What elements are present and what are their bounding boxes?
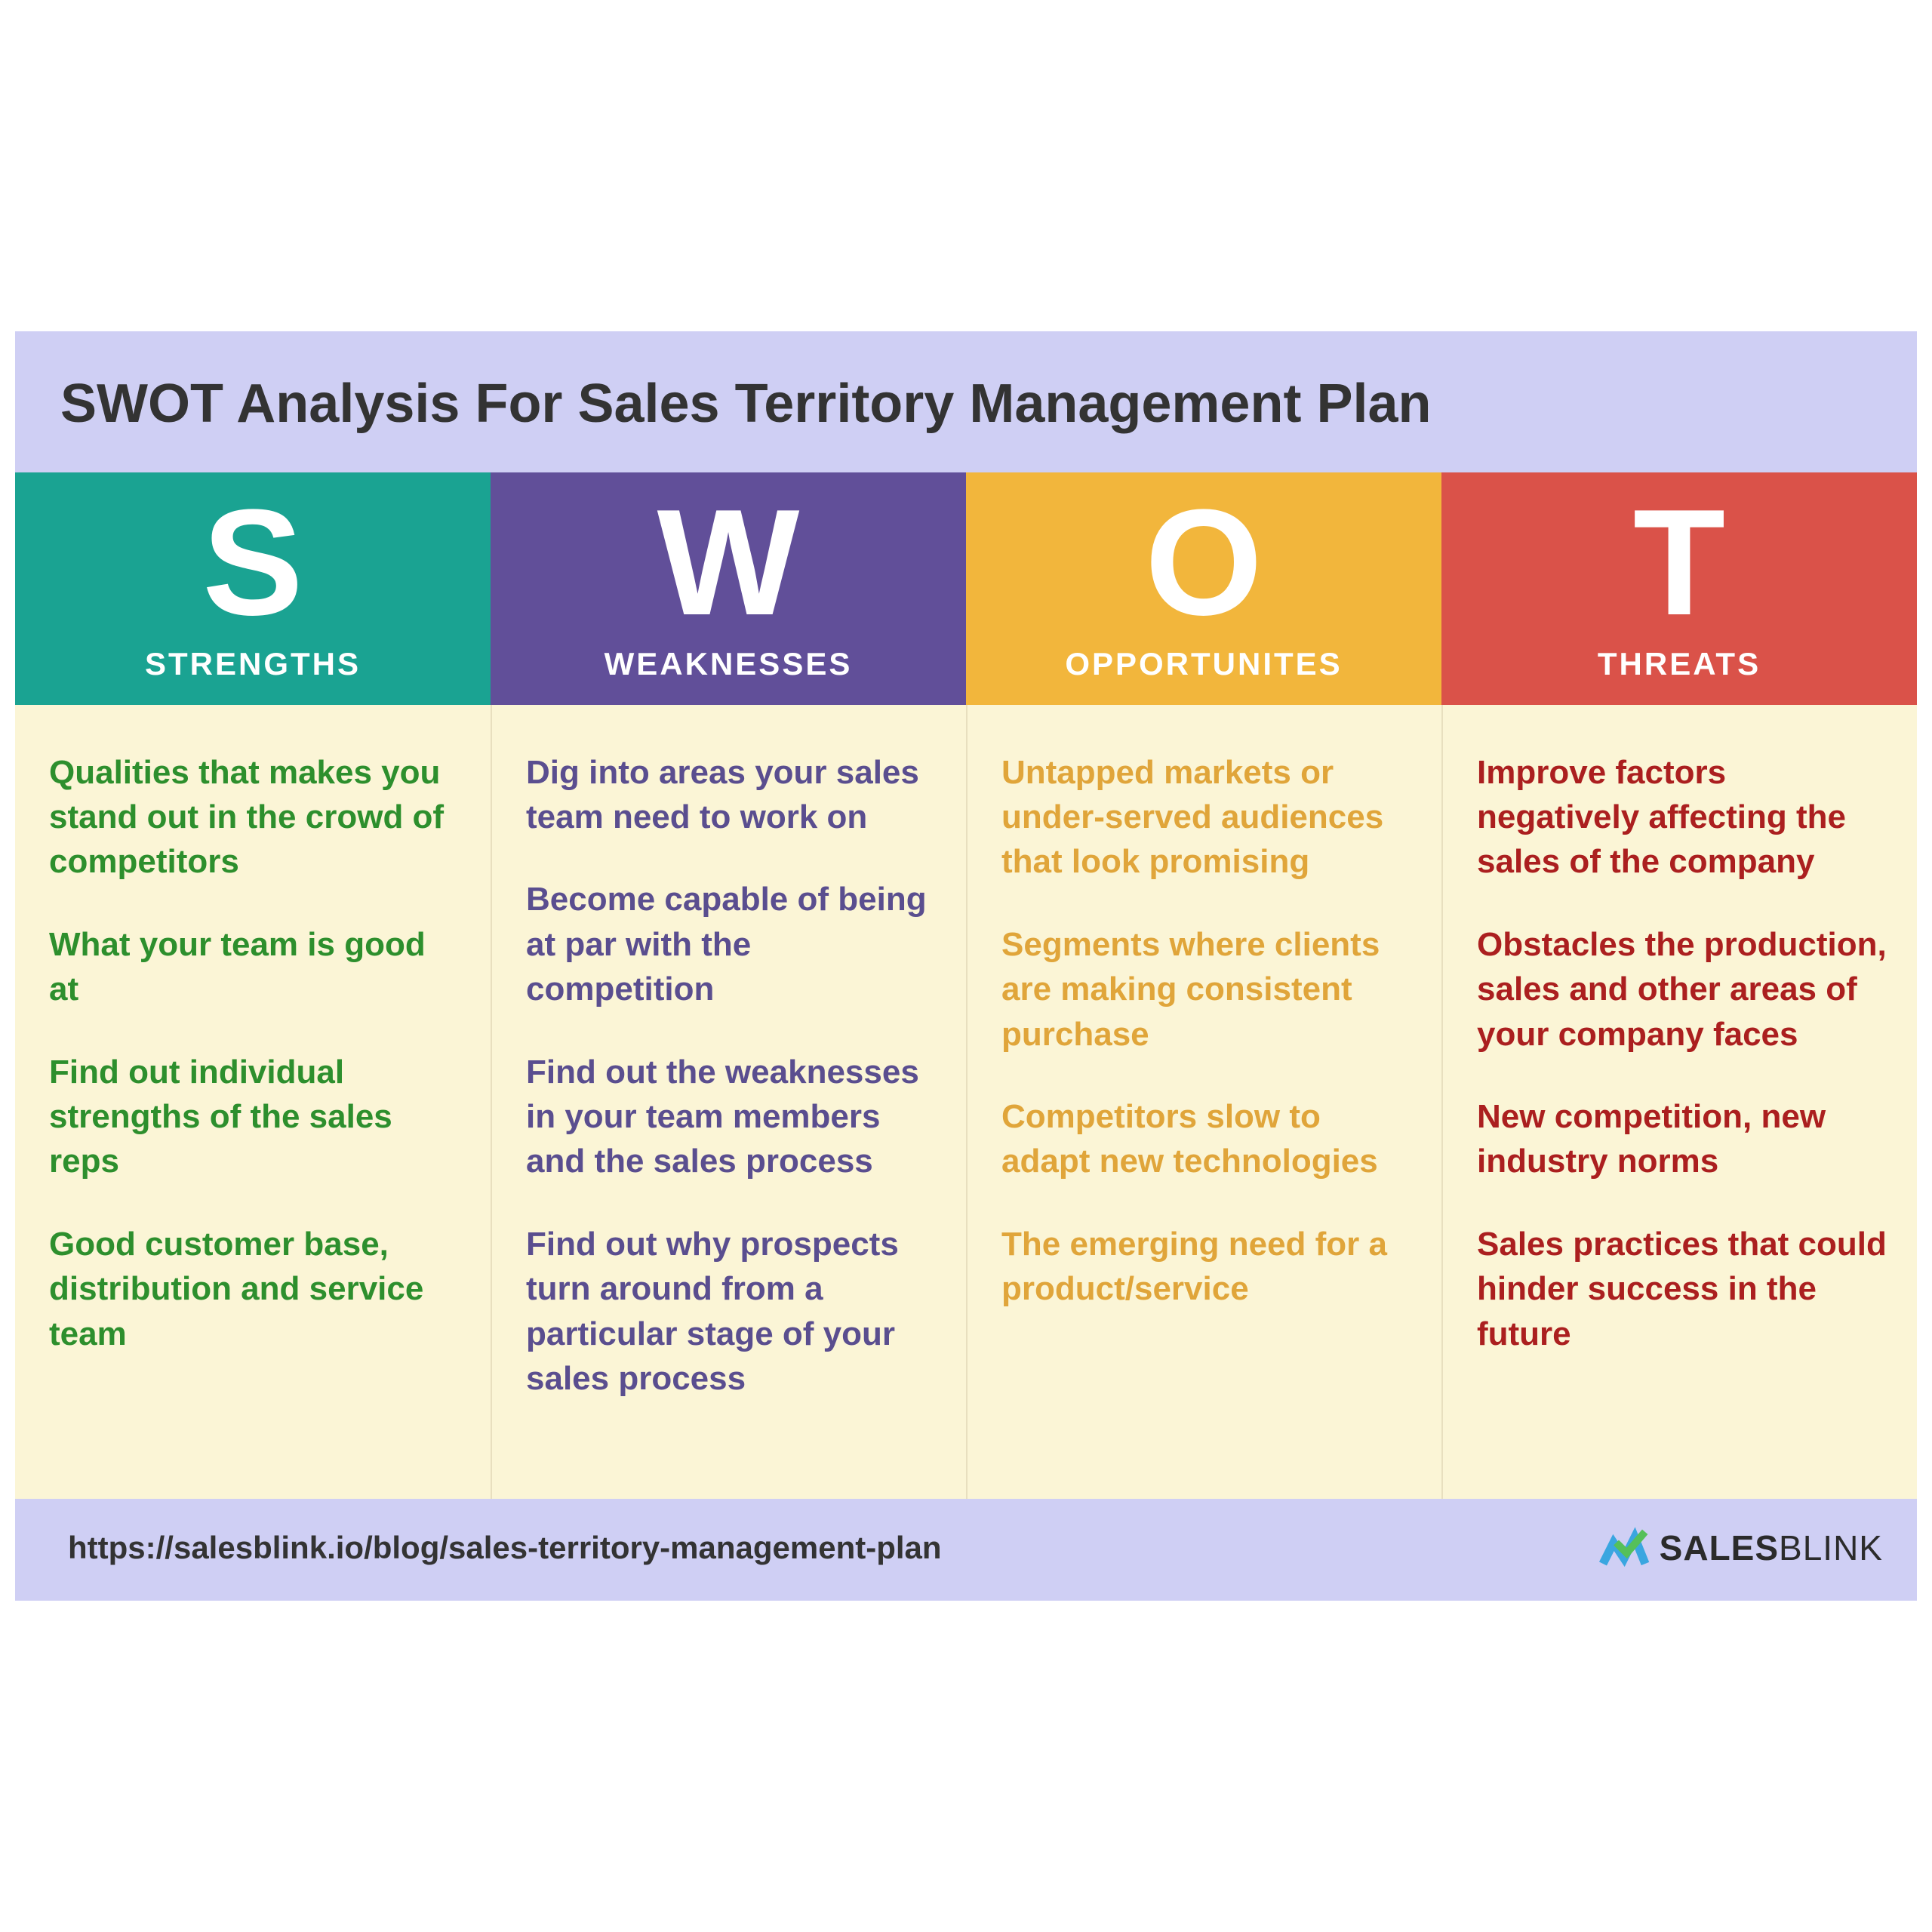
body-threats: Improve factors negatively affecting the… (1441, 705, 1917, 1500)
header-threats: T THREATS (1441, 472, 1917, 705)
point: Dig into areas your sales team need to w… (526, 750, 937, 840)
letter-o: O (974, 488, 1434, 638)
col-strengths: S STRENGTHS Qualities that makes you sta… (15, 472, 491, 1500)
header-strengths: S STRENGTHS (15, 472, 491, 705)
point: The emerging need for a product/service (1001, 1222, 1413, 1312)
point: Improve factors negatively affecting the… (1477, 750, 1888, 884)
point: Qualities that makes you stand out in th… (49, 750, 462, 884)
point: Untapped markets or under-served audienc… (1001, 750, 1413, 884)
point: Competitors slow to adapt new technologi… (1001, 1094, 1413, 1184)
salesblink-icon (1598, 1521, 1651, 1574)
body-strengths: Qualities that makes you stand out in th… (15, 705, 491, 1500)
source-url: https://salesblink.io/blog/sales-territo… (68, 1530, 942, 1566)
header-opportunities: O OPPORTUNITES (966, 472, 1441, 705)
point: New competition, new industry norms (1477, 1094, 1888, 1184)
letter-w: W (498, 488, 958, 638)
label-weaknesses: WEAKNESSES (498, 646, 958, 682)
swot-infographic: SWOT Analysis For Sales Territory Manage… (15, 331, 1917, 1601)
letter-s: S (23, 488, 483, 638)
col-weaknesses: W WEAKNESSES Dig into areas your sales t… (491, 472, 966, 1500)
brand-light: BLINK (1779, 1528, 1883, 1567)
brand-text: SALESBLINK (1660, 1527, 1883, 1568)
col-opportunities: O OPPORTUNITES Untapped markets or under… (966, 472, 1441, 1500)
col-threats: T THREATS Improve factors negatively aff… (1441, 472, 1917, 1500)
point: Segments where clients are making consis… (1001, 922, 1413, 1057)
brand-bold: SALES (1660, 1528, 1779, 1567)
swot-grid: S STRENGTHS Qualities that makes you sta… (15, 472, 1917, 1500)
point: Good customer base, distribution and ser… (49, 1222, 462, 1356)
letter-t: T (1449, 488, 1909, 638)
page-title: SWOT Analysis For Sales Territory Manage… (60, 373, 1887, 435)
footer: https://salesblink.io/blog/sales-territo… (15, 1499, 1917, 1601)
point: Obstacles the production, sales and othe… (1477, 922, 1888, 1057)
point: Find out the weaknesses in your team mem… (526, 1050, 937, 1184)
header-weaknesses: W WEAKNESSES (491, 472, 966, 705)
brand-logo: SALESBLINK (1598, 1521, 1883, 1574)
point: Find out why prospects turn around from … (526, 1222, 937, 1401)
body-weaknesses: Dig into areas your sales team need to w… (491, 705, 966, 1500)
point: Find out individual strengths of the sal… (49, 1050, 462, 1184)
point: What your team is good at (49, 922, 462, 1012)
label-threats: THREATS (1449, 646, 1909, 682)
label-strengths: STRENGTHS (23, 646, 483, 682)
point: Sales practices that could hinder succes… (1477, 1222, 1888, 1356)
point: Become capable of being at par with the … (526, 877, 937, 1011)
label-opportunities: OPPORTUNITES (974, 646, 1434, 682)
title-bar: SWOT Analysis For Sales Territory Manage… (15, 331, 1917, 472)
body-opportunities: Untapped markets or under-served audienc… (966, 705, 1441, 1500)
